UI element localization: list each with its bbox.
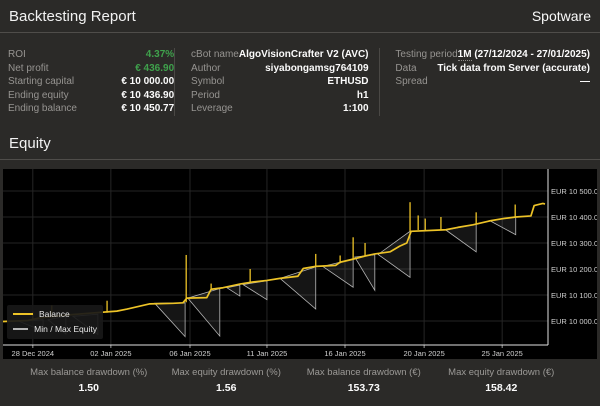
summary-row-label: ROI	[8, 49, 26, 60]
summary-row-value: € 10 000.00	[121, 76, 175, 87]
summary-row: Data Tick data from Server (accurate)	[395, 62, 590, 76]
summary-row-label: Spread	[395, 76, 428, 87]
x-axis-label: 06 Jan 2025	[169, 349, 210, 358]
section-divider	[0, 158, 600, 160]
column-divider	[378, 48, 380, 116]
summary-row-label: Ending balance	[8, 103, 77, 114]
summary-row-label: Ending equity	[8, 89, 69, 101]
summary-row-label: Leverage	[191, 103, 233, 114]
summary-row-value: 1:100	[342, 103, 369, 114]
equity-section-title: Equity	[9, 134, 51, 152]
minmax-equity-line-swatch	[13, 328, 29, 330]
report-header: Backtesting Report Spotware	[0, 0, 600, 33]
summary-row: Period h1	[191, 89, 368, 103]
summary-row-label: Symbol	[191, 76, 225, 87]
legend-item: Balance	[13, 309, 97, 319]
legend-item: Min / Max Equity	[13, 324, 97, 334]
drawdown-stat: Max equity drawdown (%) 1.56	[158, 367, 296, 394]
spotware-logo: Spotware	[531, 8, 591, 24]
chart-legend: Balance Min / Max Equity	[7, 304, 103, 339]
summary-left-column: ROI 4.37% Net profit € 436.90 Starting capit…	[8, 48, 174, 116]
summary-row: Ending equity € 10 436.90	[8, 89, 174, 103]
summary-row-value: ETHUSD	[327, 76, 369, 87]
equity-drawdown-triangle	[187, 287, 221, 337]
drawdown-stat-label: Max balance drawdown (€)	[306, 366, 421, 378]
x-axis-label: 20 Jan 2025	[403, 349, 444, 358]
drawdown-stat-value: 1.56	[216, 381, 237, 394]
balance-line	[3, 202, 546, 322]
drawdown-stat: Max balance drawdown (%) 1.50	[20, 367, 158, 394]
equity-chart-canvas: EUR 10 000.00 EUR 10 100.00 EUR 10 200.00 E…	[3, 168, 597, 358]
page-title: Backtesting Report	[9, 7, 136, 25]
summary-row-label: Testing period	[395, 49, 458, 60]
x-axis-label: 25 Jan 2025	[482, 349, 523, 358]
summary-row: Author siyabongamsg764109	[191, 62, 368, 76]
column-divider	[174, 48, 176, 116]
summary-panel: ROI 4.37% Net profit € 436.90 Starting capit…	[0, 33, 600, 125]
summary-row: cBot name AlgoVisionCrafter V2 (AVC)	[191, 48, 368, 62]
y-axis-label: EUR 10 500.00	[551, 186, 597, 195]
drawdown-stats-row: Max balance drawdown (%) 1.50 Max equity d…	[0, 359, 600, 394]
summary-row: Ending balance € 10 450.77	[8, 102, 174, 116]
x-axis-label: 11 Jan 2025	[247, 349, 288, 358]
summary-right-column: Testing period 1M (27/12/2024 - 27/01/202…	[379, 48, 592, 116]
equity-chart: EUR 10 000.00 EUR 10 100.00 EUR 10 200.00 E…	[3, 168, 597, 359]
summary-row-value: € 10 450.77	[121, 103, 175, 114]
y-axis-label: EUR 10 000.00	[551, 316, 597, 325]
summary-row-value: € 10 436.90	[121, 89, 175, 101]
drawdown-stat-label: Max balance drawdown (%)	[30, 366, 148, 378]
summary-row-label: cBot name	[191, 49, 239, 60]
equity-drawdown-triangle	[279, 265, 317, 310]
legend-label: Balance	[39, 309, 70, 319]
x-axis-label: 02 Jan 2025	[90, 349, 131, 358]
summary-row-value: € 436.90	[135, 62, 175, 74]
drawdown-stat-label: Max equity drawdown (€)	[448, 366, 555, 378]
equity-drawdown-triangle	[377, 230, 411, 278]
summary-row-label: Starting capital	[8, 76, 75, 87]
drawdown-stat-value: 153.73	[347, 381, 380, 394]
summary-row-value: h1	[356, 89, 369, 101]
summary-row: Spread —	[395, 75, 590, 89]
legend-label: Min / Max Equity	[34, 324, 97, 334]
summary-row-label: Data	[395, 62, 417, 74]
y-axis-label: EUR 10 400.00	[551, 212, 597, 221]
summary-row-value: siyabongamsg764109	[265, 62, 369, 74]
equity-drawdown-triangle	[153, 301, 186, 338]
balance-line-swatch	[13, 313, 33, 315]
drawdown-stat-value: 158.42	[485, 381, 518, 394]
summary-row-value: 4.37%	[145, 49, 175, 60]
summary-row-value: AlgoVisionCrafter V2 (AVC)	[238, 49, 369, 60]
summary-row: Net profit € 436.90	[8, 62, 174, 76]
summary-row: Starting capital € 10 000.00	[8, 75, 174, 89]
drawdown-stat: Max balance drawdown (€) 153.73	[295, 367, 433, 394]
drawdown-stat-value: 1.50	[78, 381, 99, 394]
summary-row-label: Author	[191, 62, 221, 74]
summary-row-value: 1M (27/12/2024 - 27/01/2025)	[457, 49, 591, 61]
summary-row-label: Period	[191, 89, 220, 101]
y-axis-label: EUR 10 300.00	[551, 238, 597, 247]
summary-row-label: Net profit	[8, 62, 49, 74]
x-axis-label: 28 Dec 2024	[12, 349, 55, 358]
testing-period-prefix: 1M	[457, 49, 472, 61]
summary-row-value: Tick data from Server (accurate)	[437, 62, 591, 74]
drawdown-stat-label: Max equity drawdown (%)	[171, 366, 281, 378]
x-axis-label: 16 Jan 2025	[324, 349, 365, 358]
summary-row: ROI 4.37%	[8, 48, 174, 62]
summary-row-value: —	[580, 76, 591, 87]
summary-middle-column: cBot name AlgoVisionCrafter V2 (AVC) Autho…	[175, 48, 378, 116]
summary-row: Leverage 1:100	[191, 102, 368, 116]
equity-drawdown-triangle	[225, 284, 241, 297]
y-axis-label: EUR 10 100.00	[551, 290, 597, 299]
summary-row: Testing period 1M (27/12/2024 - 27/01/202…	[395, 48, 590, 62]
drawdown-stat: Max equity drawdown (€) 158.42	[433, 367, 571, 394]
y-axis-label: EUR 10 200.00	[551, 264, 597, 273]
summary-row: Symbol ETHUSD	[191, 75, 368, 89]
equity-drawdown-triangle	[354, 253, 376, 292]
equity-drawdown-triangle	[242, 279, 268, 300]
